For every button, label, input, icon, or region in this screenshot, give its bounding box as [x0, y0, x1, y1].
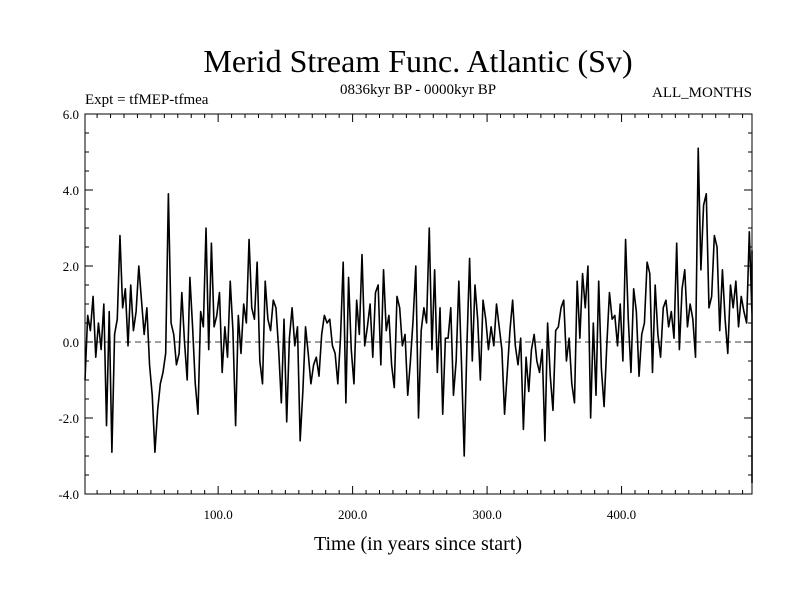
chart-title: Merid Stream Func. Atlantic (Sv): [203, 43, 632, 79]
months-label: ALL_MONTHS: [652, 85, 752, 101]
y-tick-label: -4.0: [58, 487, 79, 502]
y-tick-label: 4.0: [63, 183, 79, 198]
y-tick-label: -2.0: [58, 411, 79, 426]
y-tick-label: 0.0: [63, 335, 79, 350]
time-range-label: 0836kyr BP - 0000kyr BP: [340, 82, 496, 98]
x-tick-label: 200.0: [338, 507, 367, 522]
x-tick-label: 100.0: [204, 507, 233, 522]
x-tick-label: 300.0: [472, 507, 501, 522]
y-tick-label: 2.0: [63, 259, 79, 274]
x-tick-label: 400.0: [607, 507, 636, 522]
x-axis-label: Time (in years since start): [314, 533, 522, 555]
plot-frame: [84, 113, 753, 495]
plot-area: -4.0 -2.0 0.0 2.0 4.0 6.0 100.0 200.0 300.0 400.0: [58, 107, 753, 522]
experiment-label: Expt = tfMEP-tfmea: [85, 92, 209, 108]
series-line: [84, 147, 753, 484]
y-tick-label: 6.0: [63, 107, 79, 122]
